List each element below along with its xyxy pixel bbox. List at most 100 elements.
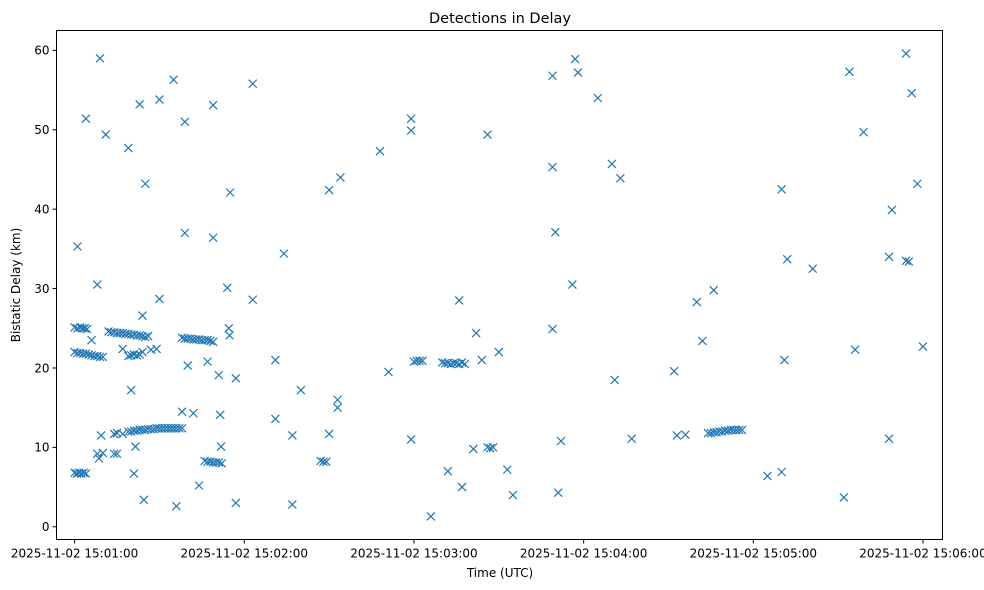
data-point <box>548 71 557 81</box>
data-point <box>477 355 487 365</box>
data-point <box>904 257 914 266</box>
data-point <box>333 403 343 413</box>
data-point <box>839 492 849 502</box>
data-point <box>177 407 187 417</box>
data-point <box>203 335 212 345</box>
data-point <box>669 366 679 376</box>
data-point <box>907 88 917 98</box>
y-tick-label: 20 <box>34 361 49 375</box>
data-point <box>845 67 854 77</box>
data-point <box>98 352 108 362</box>
data-point <box>123 143 133 153</box>
data-point <box>415 356 425 366</box>
data-point <box>143 331 153 341</box>
data-point <box>208 233 218 243</box>
data-point <box>155 95 164 105</box>
data-point <box>737 425 747 435</box>
data-point <box>225 330 234 340</box>
data-point <box>81 469 91 479</box>
data-point <box>118 429 128 439</box>
data-point <box>169 75 179 85</box>
data-point <box>485 443 495 453</box>
plot-area-frame <box>56 30 943 540</box>
data-point <box>494 347 504 357</box>
data-point <box>454 296 464 305</box>
data-point <box>81 114 91 124</box>
data-point <box>457 482 467 492</box>
data-point <box>270 355 280 365</box>
data-point <box>418 356 427 366</box>
data-point <box>279 249 289 259</box>
data-point <box>483 130 492 139</box>
data-point <box>109 449 119 459</box>
data-point <box>92 280 102 290</box>
data-point <box>215 410 225 420</box>
data-point <box>214 370 224 380</box>
data-point <box>81 349 91 359</box>
data-point <box>126 385 136 395</box>
data-point <box>375 146 385 156</box>
data-point <box>94 454 104 463</box>
data-point <box>567 280 577 290</box>
data-point <box>333 395 343 405</box>
data-point <box>101 130 111 139</box>
data-point <box>140 179 150 189</box>
data-point <box>779 355 789 365</box>
data-point <box>248 79 258 89</box>
x-tick-label: 2025-11-02 15:06:00 <box>859 547 984 561</box>
data-point <box>96 431 106 440</box>
data-point <box>73 242 82 251</box>
data-point <box>132 350 142 360</box>
data-point <box>118 344 128 354</box>
data-point <box>296 385 306 395</box>
data-point <box>488 442 498 452</box>
x-axis: 2025-11-02 15:01:00 2025-11-02 15:02:00 20… <box>11 539 984 561</box>
data-point <box>177 423 187 433</box>
data-point <box>607 159 617 169</box>
x-tick-label: 2025-11-02 15:01:00 <box>11 547 138 561</box>
y-axis-label: Bistatic Delay (km) <box>9 228 23 343</box>
data-point <box>208 100 218 110</box>
data-point <box>697 336 707 346</box>
data-point <box>912 179 922 189</box>
data-point <box>319 457 328 467</box>
data-point <box>287 431 297 440</box>
data-point <box>84 350 94 359</box>
data-point <box>548 324 557 334</box>
x-tick-label: 2025-11-02 15:05:00 <box>690 547 817 561</box>
data-point <box>138 311 147 320</box>
data-point <box>573 68 583 78</box>
data-point <box>460 359 470 369</box>
data-point <box>508 490 518 500</box>
data-point <box>468 444 478 454</box>
data-point <box>152 344 162 354</box>
data-point <box>208 337 218 347</box>
data-series <box>70 49 928 521</box>
data-point <box>180 117 190 127</box>
y-tick-label: 50 <box>34 123 49 137</box>
chart-title: Detections in Delay <box>429 11 571 27</box>
data-point <box>901 49 911 58</box>
data-point <box>183 361 193 371</box>
data-point <box>884 252 894 262</box>
data-point <box>850 345 860 355</box>
data-point <box>593 93 603 103</box>
y-tick-label: 40 <box>34 202 49 216</box>
data-point <box>406 435 416 444</box>
data-point <box>225 188 235 197</box>
data-point <box>782 254 792 264</box>
data-point <box>224 323 234 333</box>
data-point <box>777 184 787 194</box>
data-point <box>550 227 560 237</box>
data-point <box>324 185 334 195</box>
data-point <box>443 466 453 476</box>
y-axis: 0 10 20 30 40 50 60 <box>34 44 57 534</box>
data-point <box>610 375 620 385</box>
data-point <box>155 294 164 304</box>
data-point <box>406 114 416 124</box>
data-point <box>216 442 226 452</box>
data-point <box>615 173 625 183</box>
data-point <box>287 500 297 509</box>
data-point <box>217 458 227 468</box>
